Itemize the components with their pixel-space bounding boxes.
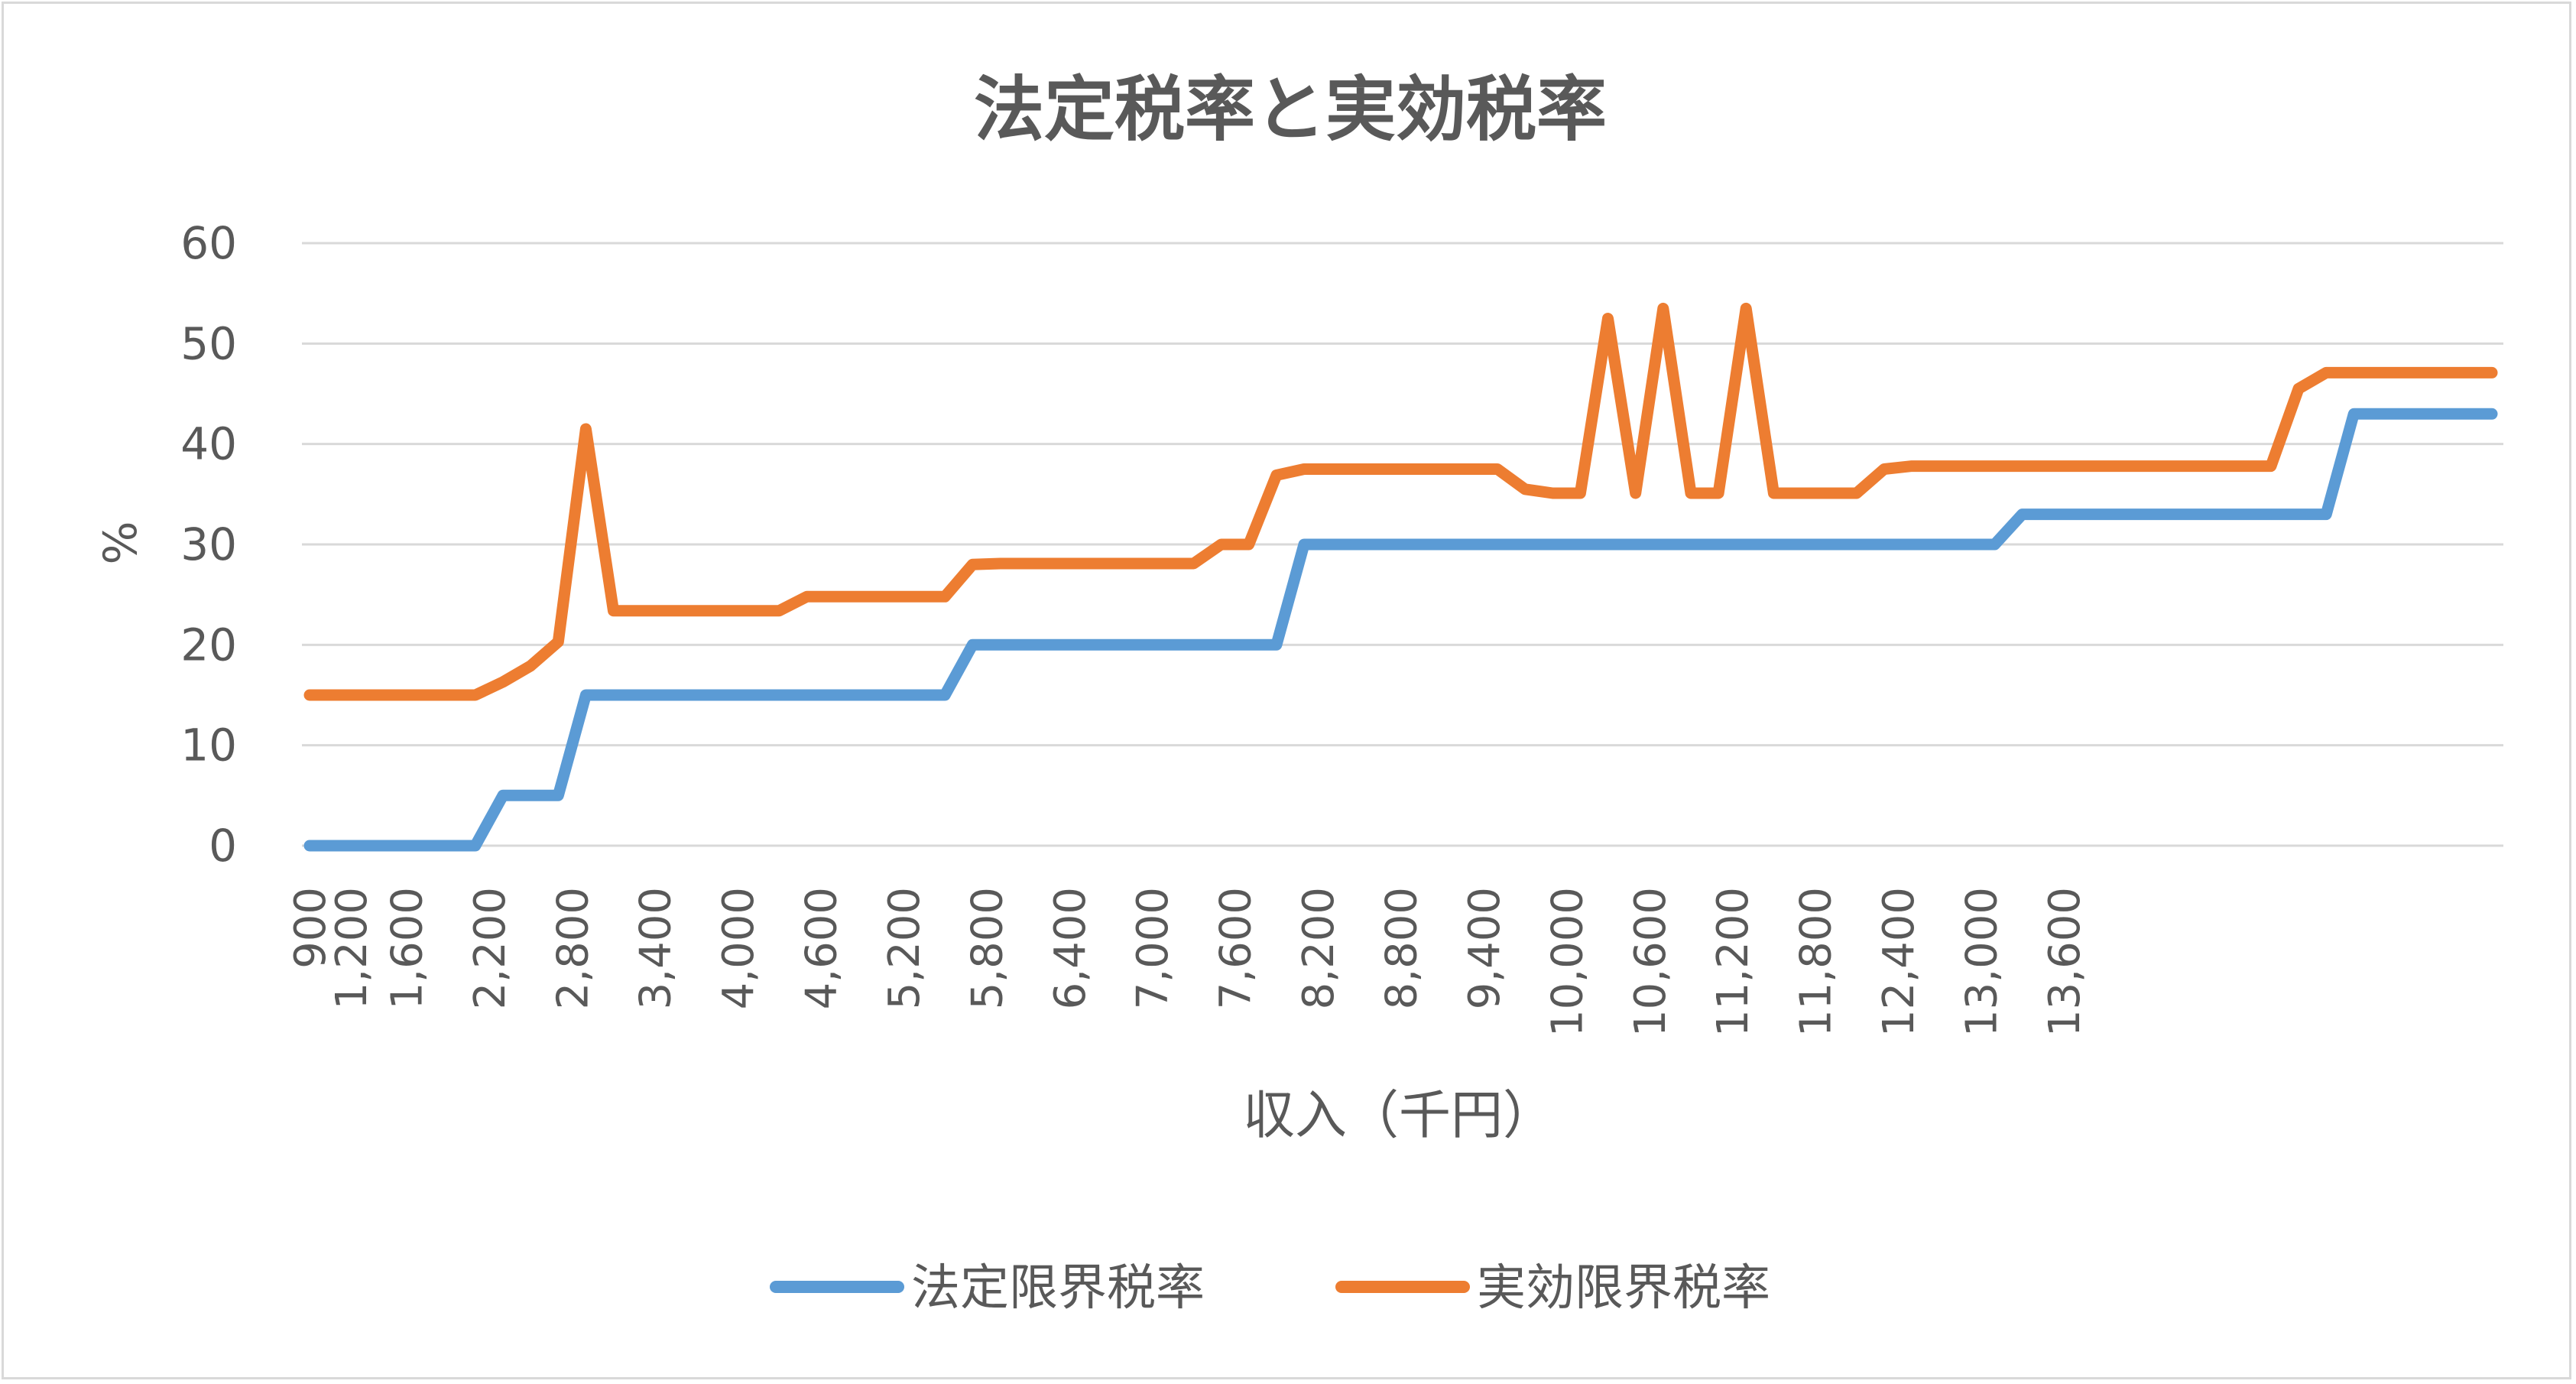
series-lines [303,302,2498,852]
y-tick-label: 60 [180,217,237,269]
y-tick-label: 0 [209,820,237,872]
legend: 法定限界税率 実効限界税率 [770,1260,1770,1317]
x-tick-label: 7,600 [1212,887,1261,1009]
x-tick-label: 1,200 [327,887,377,1009]
chart-title: 法定税率と実効税率 [974,69,1607,151]
y-axis-ticks: 0 10 20 30 40 50 60 [180,217,237,872]
x-tick-label: 3,400 [631,887,681,1009]
x-tick-label: 2,800 [548,887,598,1009]
x-tick-label: 5,800 [962,887,1012,1009]
x-tick-label: 8,200 [1294,887,1344,1009]
x-tick-label: 13,000 [1957,887,2007,1037]
legend-label-effective: 実効限界税率 [1477,1260,1770,1317]
x-tick-label: 11,200 [1708,887,1758,1037]
x-axis-label: 収入（千円） [1243,1086,1555,1146]
y-tick-label: 40 [180,418,237,470]
x-tick-label: 900 [286,887,336,969]
x-tick-label: 7,000 [1128,887,1178,1009]
x-tick-label: 6,400 [1046,887,1095,1009]
x-tick-label: 4,000 [714,887,764,1009]
x-tick-label: 10,000 [1543,887,1592,1037]
x-tick-label: 13,600 [2040,887,2090,1037]
x-tick-label: 1,600 [382,887,432,1009]
x-tick-label: 9,400 [1460,887,1510,1009]
x-tick-label: 8,800 [1377,887,1427,1009]
series-line-1 [303,302,2498,701]
series-line-0 [303,408,2498,852]
x-tick-label: 5,200 [880,887,930,1009]
y-tick-label: 20 [180,619,237,671]
x-tick-label: 10,600 [1626,887,1676,1037]
legend-label-statutory: 法定限界税率 [911,1260,1205,1317]
y-tick-label: 50 [180,317,237,369]
x-tick-label: 12,400 [1874,887,1924,1037]
y-tick-label: 30 [180,518,237,570]
x-tick-label: 4,600 [797,887,847,1009]
y-axis-label: % [94,521,148,564]
x-tick-label: 2,200 [466,887,515,1009]
x-tick-label: 11,800 [1792,887,1841,1037]
y-tick-label: 10 [180,720,237,772]
gridlines [302,242,2503,847]
